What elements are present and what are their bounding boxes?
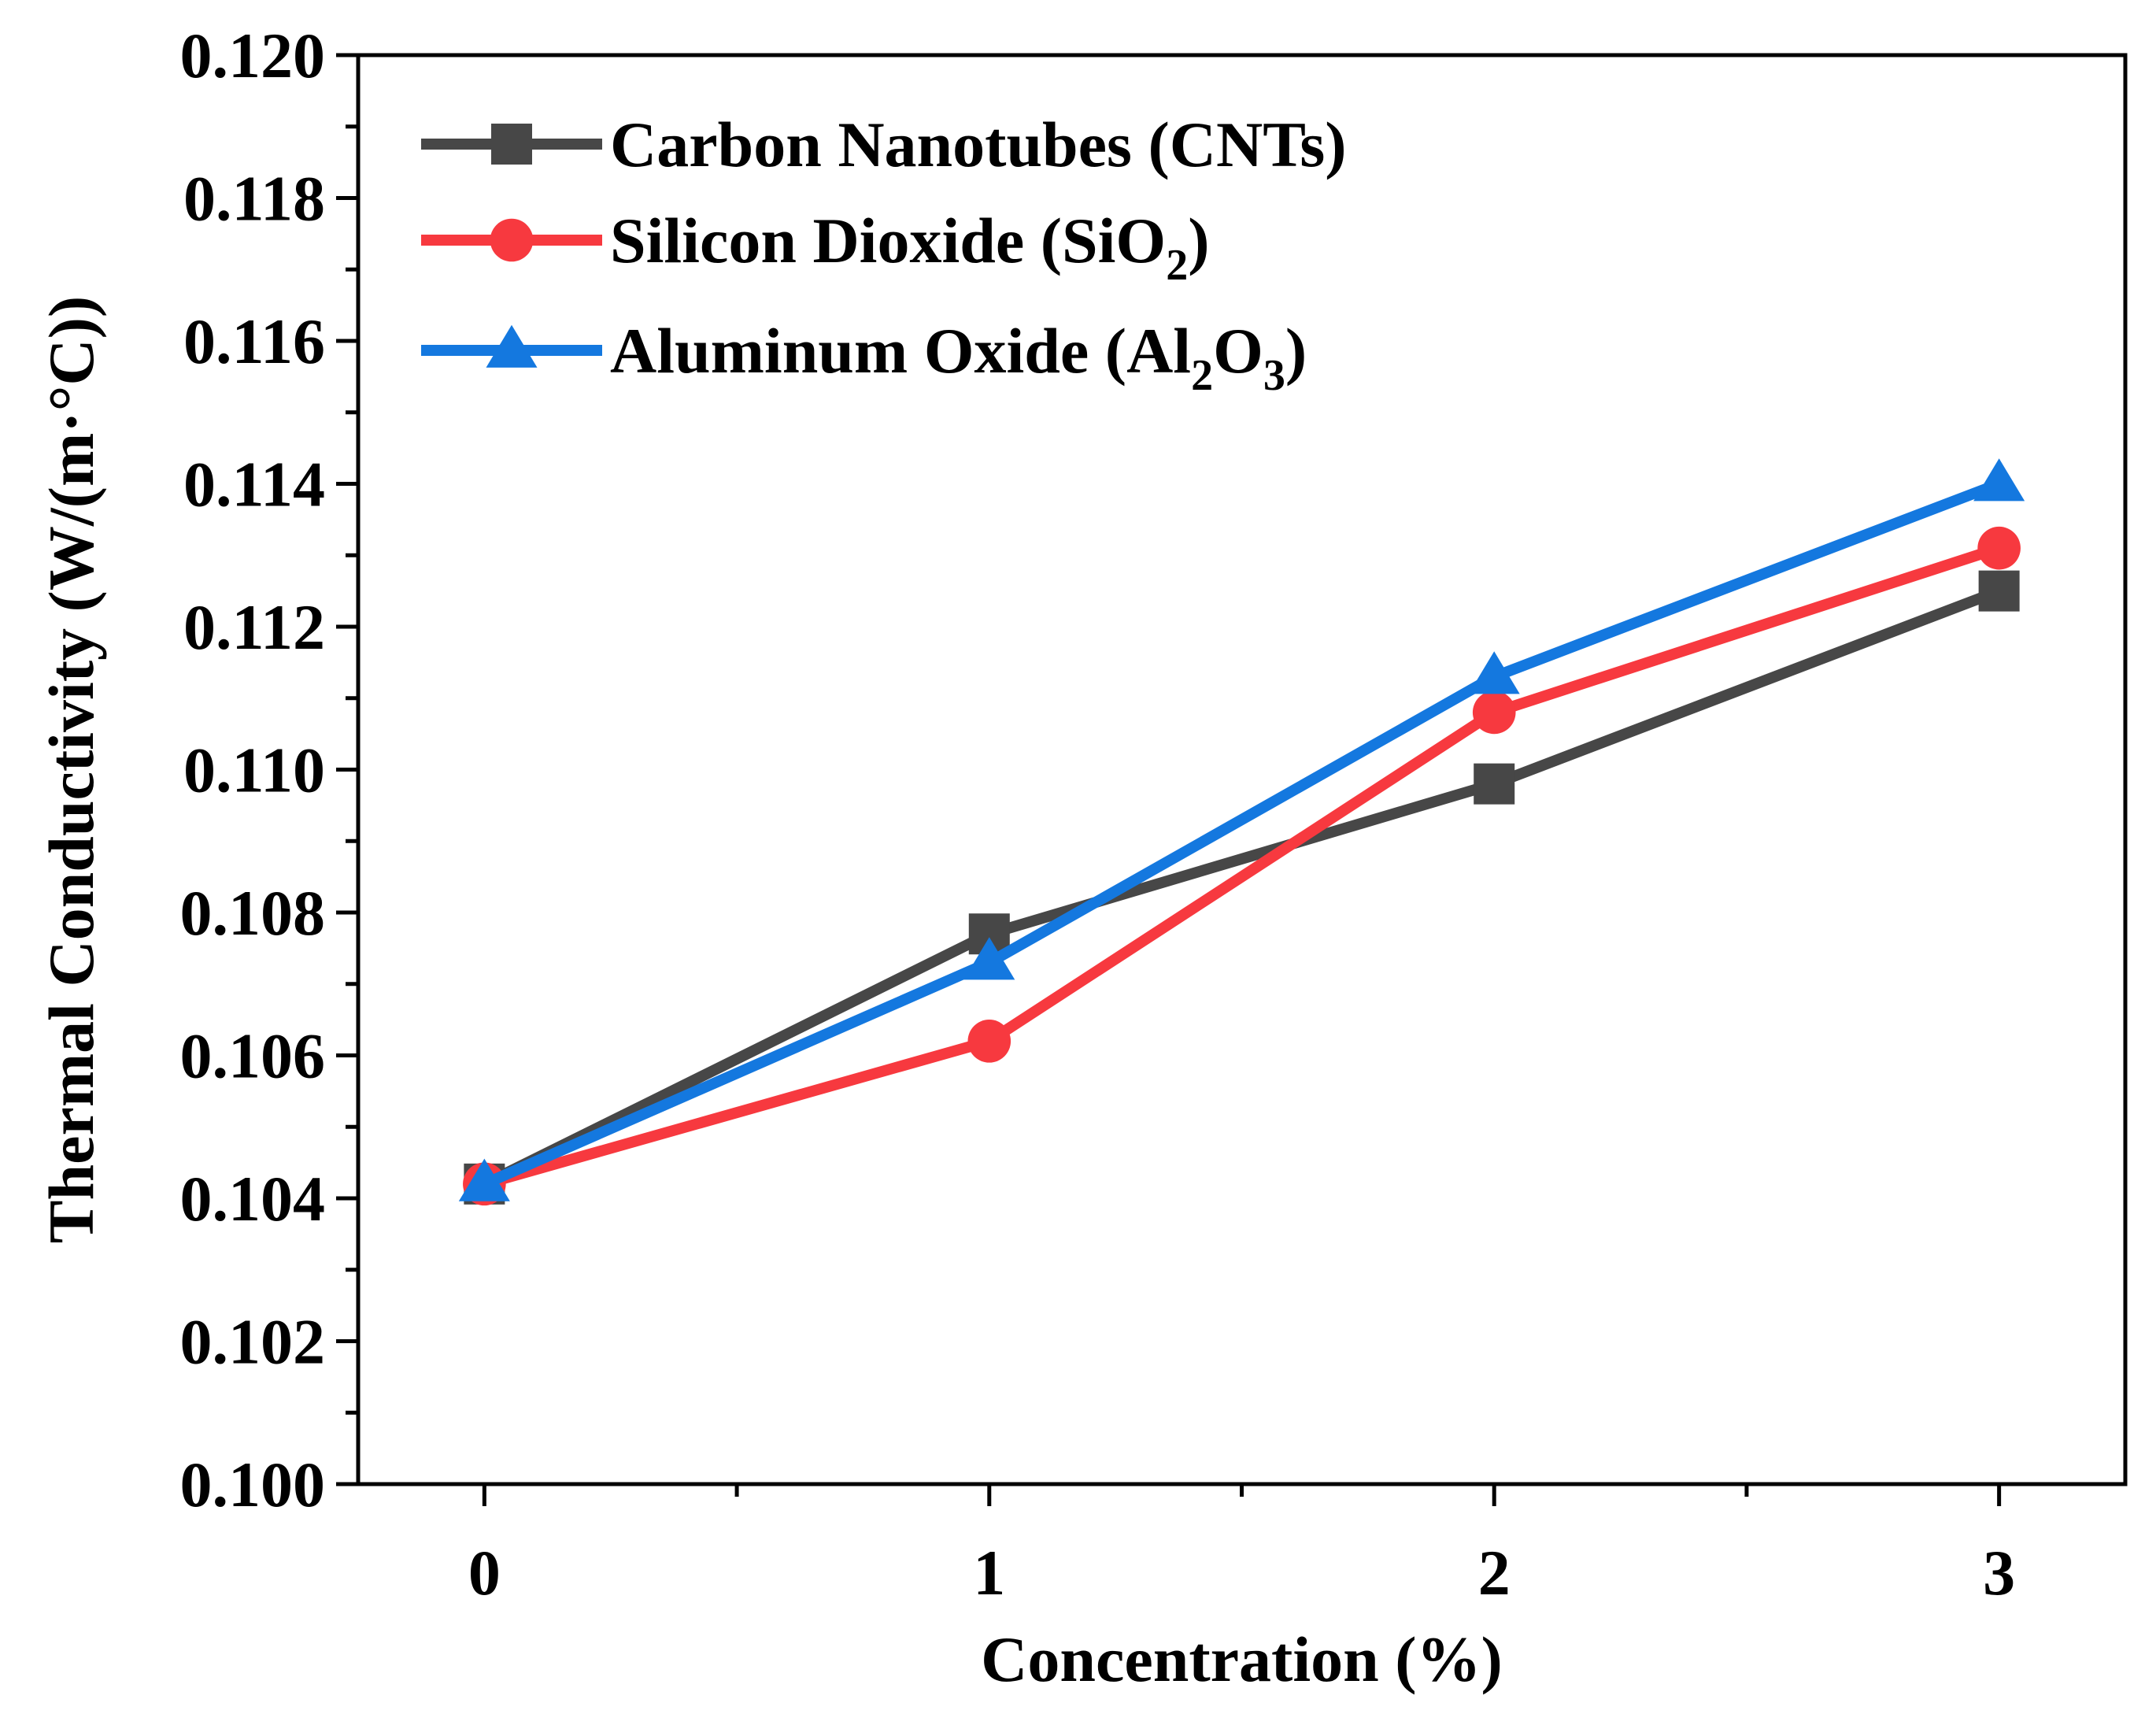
data-point-triangle [458, 1158, 510, 1201]
legend-label-part: O [1213, 315, 1263, 387]
y-tick-label: 0.102 [180, 1306, 326, 1378]
x-tick-label: 3 [1983, 1537, 2015, 1608]
legend-label-part: ) [1188, 205, 1209, 276]
data-point-square [1474, 763, 1515, 805]
data-point-square [1978, 570, 2020, 612]
legend-item: Silicon Dioxide (SiO2) [421, 205, 1210, 290]
plot-area-frame [356, 53, 2128, 1486]
legend: Carbon Nanotubes (CNTs) Silicon Dioxide (… [421, 109, 1347, 400]
legend-label-part: ) [1285, 315, 1307, 387]
legend-label-part: Silicon Dioxide (SiO [610, 205, 1166, 276]
x-axis-ticks: 0 1 2 3 [468, 1484, 2015, 1608]
x-tick-label: 0 [468, 1537, 501, 1608]
data-point-triangle [963, 937, 1015, 980]
y-tick-label: 0.106 [180, 1020, 326, 1092]
y-axis-ticks: 0.100 0.102 0.104 0.106 0.108 0.110 0.112 0.114… [180, 20, 358, 1520]
legend-label-subscript: 2 [1166, 241, 1188, 290]
data-point-triangle [1468, 651, 1520, 694]
series-line [483, 542, 2001, 1190]
legend-item: Aluminum Oxide (Al2O3) [421, 315, 1307, 400]
y-tick-label: 0.120 [180, 20, 326, 91]
legend-label: Carbon Nanotubes (CNTs) [610, 109, 1347, 180]
series-layer [458, 458, 2025, 1206]
legend-label: Aluminum Oxide (Al2O3) [610, 315, 1307, 400]
y-tick-label: 0.112 [183, 591, 325, 663]
series-2 [463, 526, 2021, 1206]
legend-label-subscript: 2 [1191, 351, 1213, 400]
y-tick-label: 0.118 [183, 163, 325, 235]
x-tick-label: 1 [973, 1537, 1005, 1608]
x-axis-title: Concentration (%) [981, 1623, 1503, 1695]
legend-label: Silicon Dioxide (SiO2) [610, 205, 1210, 290]
data-point-circle [967, 1020, 1011, 1063]
y-tick-label: 0.108 [180, 877, 326, 949]
series-line [482, 586, 2002, 1190]
data-point-circle [1472, 690, 1516, 735]
legend-marker-circle [490, 218, 534, 262]
legend-label-part: Carbon Nanotubes (CNTs) [610, 109, 1347, 180]
y-tick-label: 0.114 [183, 449, 325, 520]
y-tick-label: 0.110 [183, 735, 325, 806]
series-1 [464, 570, 2020, 1205]
legend-item: Carbon Nanotubes (CNTs) [421, 109, 1347, 180]
x-tick-label: 2 [1478, 1537, 1511, 1608]
legend-label-part: Aluminum Oxide (Al [610, 315, 1191, 387]
data-point-circle [1977, 526, 2021, 570]
series-line [482, 478, 2002, 1190]
y-tick-label: 0.100 [180, 1449, 326, 1520]
series-3 [458, 458, 2025, 1201]
legend-label-subscript: 3 [1263, 351, 1285, 400]
y-tick-label: 0.104 [180, 1163, 326, 1235]
y-axis-title: Thermal Conductivity (W/(m·°C)) [35, 296, 107, 1243]
data-point-triangle [1973, 458, 2025, 502]
legend-marker-triangle [486, 324, 538, 368]
y-tick-label: 0.116 [183, 305, 325, 377]
legend-marker-square [491, 124, 532, 165]
